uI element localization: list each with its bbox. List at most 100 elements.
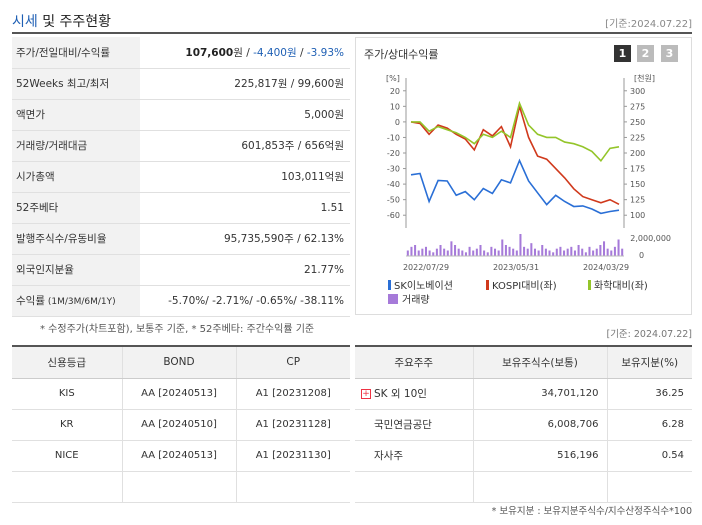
volume-bar	[454, 245, 457, 256]
info-value: 107,600원 / -4,400원 / -3.93%	[140, 37, 350, 69]
credit-header-row: 신용등급 BOND CP	[12, 345, 350, 379]
holder-pct-cell: 0.54	[606, 440, 692, 472]
info-value: 5,000원	[140, 99, 350, 131]
right-tick-label: 175	[630, 165, 645, 174]
volume-bar	[603, 241, 606, 256]
volume-zero-label: 0	[639, 251, 644, 260]
holder-header-row: 주요주주 보유주식수(보통) 보유지분(%)	[355, 345, 692, 379]
left-axis-unit: [%]	[386, 74, 400, 83]
legend-volume-label: 거래량	[402, 294, 430, 306]
volume-bar	[573, 250, 576, 256]
volume-bar	[439, 245, 442, 256]
bond-cell: AA [20240513]	[121, 440, 236, 472]
left-tick-label: 10	[390, 102, 400, 111]
x-tick-label: 2023/05/31	[493, 263, 539, 272]
col-header: CP	[235, 345, 350, 379]
volume-bar	[472, 250, 475, 256]
title-rest: 및 주주현황	[37, 14, 112, 30]
expand-plus-icon[interactable]: +	[361, 389, 371, 399]
volume-bar	[494, 248, 497, 256]
volume-bar	[537, 250, 540, 256]
footnote-basedate: [기준: 2024.07.22]	[606, 329, 692, 340]
volume-bar	[486, 252, 489, 256]
info-row-par-value: 액면가 5,000원	[12, 99, 350, 131]
volume-bar	[588, 246, 591, 256]
volume-bar	[450, 241, 453, 256]
empty-cell	[235, 471, 350, 503]
table-row: KIS AA [20240513] A1 [20231208]	[12, 378, 350, 410]
volume-bar	[541, 245, 544, 256]
info-row-volume: 거래량/거래대금 601,853주 / 656억원	[12, 130, 350, 162]
right-tick-label: 200	[630, 149, 645, 158]
col-header: BOND	[121, 345, 236, 379]
cp-cell: A1 [20231128]	[235, 409, 350, 441]
chart-page-3-button[interactable]: 3	[661, 45, 678, 62]
volume-bar	[526, 248, 529, 256]
right-tick-label: 100	[630, 211, 645, 220]
col-header: 보유지분(%)	[606, 345, 692, 379]
volume-bar	[406, 250, 409, 256]
left-tick-label: 0	[395, 118, 400, 127]
cp-cell: A1 [20231130]	[235, 440, 350, 472]
holder-name-cell: + SK 외 10인	[355, 378, 473, 410]
volume-bar	[592, 250, 595, 256]
volume-bar	[414, 245, 417, 256]
agency-cell: NICE	[12, 440, 122, 472]
info-label: 52주베타	[12, 192, 140, 224]
legend-volume-swatch	[388, 294, 398, 304]
info-label: 수익률 (1M/3M/6M/1Y)	[12, 285, 140, 317]
volume-bar	[464, 252, 467, 256]
volume-bar	[566, 248, 569, 256]
volume-bar	[519, 234, 522, 256]
col-header: 보유주식수(보통)	[472, 345, 607, 379]
chart-page-1-button[interactable]: 1	[614, 45, 631, 62]
right-tick-label: 225	[630, 133, 645, 142]
chart-page-2-button[interactable]: 2	[637, 45, 654, 62]
cp-cell: A1 [20231208]	[235, 378, 350, 410]
volume-bar	[555, 248, 558, 256]
info-label: 발행주식수/유동비율	[12, 223, 140, 255]
legend-sk-swatch	[388, 280, 391, 290]
bond-cell: AA [20240513]	[121, 378, 236, 410]
volume-bar	[523, 246, 526, 256]
right-tick-label: 300	[630, 87, 645, 96]
price-change: -4,400원	[253, 46, 297, 59]
info-row-foreign: 외국인지분율 21.77%	[12, 254, 350, 286]
volume-bar	[435, 248, 438, 256]
info-label: 외국인지분율	[12, 254, 140, 286]
info-value: 103,011억원	[140, 161, 350, 193]
holder-shares-cell: 6,008,706	[472, 409, 607, 441]
volume-bar	[410, 246, 413, 256]
left-tick-label: -40	[387, 180, 400, 189]
empty-cell	[121, 471, 236, 503]
info-row-shares: 발행주식수/유동비율 95,735,590주 / 62.13%	[12, 223, 350, 255]
credit-rating-table: 신용등급 BOND CP KIS AA [20240513] A1 [20231…	[12, 345, 350, 503]
volume-bar	[613, 246, 616, 256]
empty-cell	[355, 471, 473, 503]
info-row-price: 주가/전일대비/수익률 107,600원 / -4,400원 / -3.93%	[12, 37, 350, 69]
holder-name-cell: 자사주	[355, 440, 473, 472]
col-header: 신용등급	[12, 345, 122, 379]
sep: /	[242, 46, 254, 59]
volume-max-label: 2,000,000	[630, 234, 671, 243]
left-tick-label: -30	[387, 165, 400, 174]
volume-bar	[483, 250, 486, 256]
legend-sk-label: SK이노베이션	[394, 280, 453, 292]
stock-info-table: 주가/전일대비/수익률 107,600원 / -4,400원 / -3.93% …	[12, 37, 350, 317]
holder-shares-cell: 516,196	[472, 440, 607, 472]
info-value: 1.51	[140, 192, 350, 224]
x-tick-label: 2024/03/29	[583, 263, 629, 272]
info-label: 주가/전일대비/수익률	[12, 37, 140, 69]
info-row-returns: 수익률 (1M/3M/6M/1Y) -5.70%/ -2.71%/ -0.65%…	[12, 285, 350, 317]
price-value: 107,600	[185, 46, 234, 59]
volume-bar	[457, 248, 460, 256]
volume-bar	[610, 250, 613, 256]
series-line-chem	[411, 100, 620, 163]
holder-pct-cell: 36.25	[606, 378, 692, 410]
info-value: 601,853주 / 656억원	[140, 130, 350, 162]
volume-bar	[504, 245, 507, 256]
major-shareholder-table: 주요주주 보유주식수(보통) 보유지분(%) + SK 외 10인 34,701,…	[355, 345, 692, 503]
volume-bar	[617, 239, 620, 256]
info-label: 시가총액	[12, 161, 140, 193]
right-tick-label: 150	[630, 180, 645, 189]
